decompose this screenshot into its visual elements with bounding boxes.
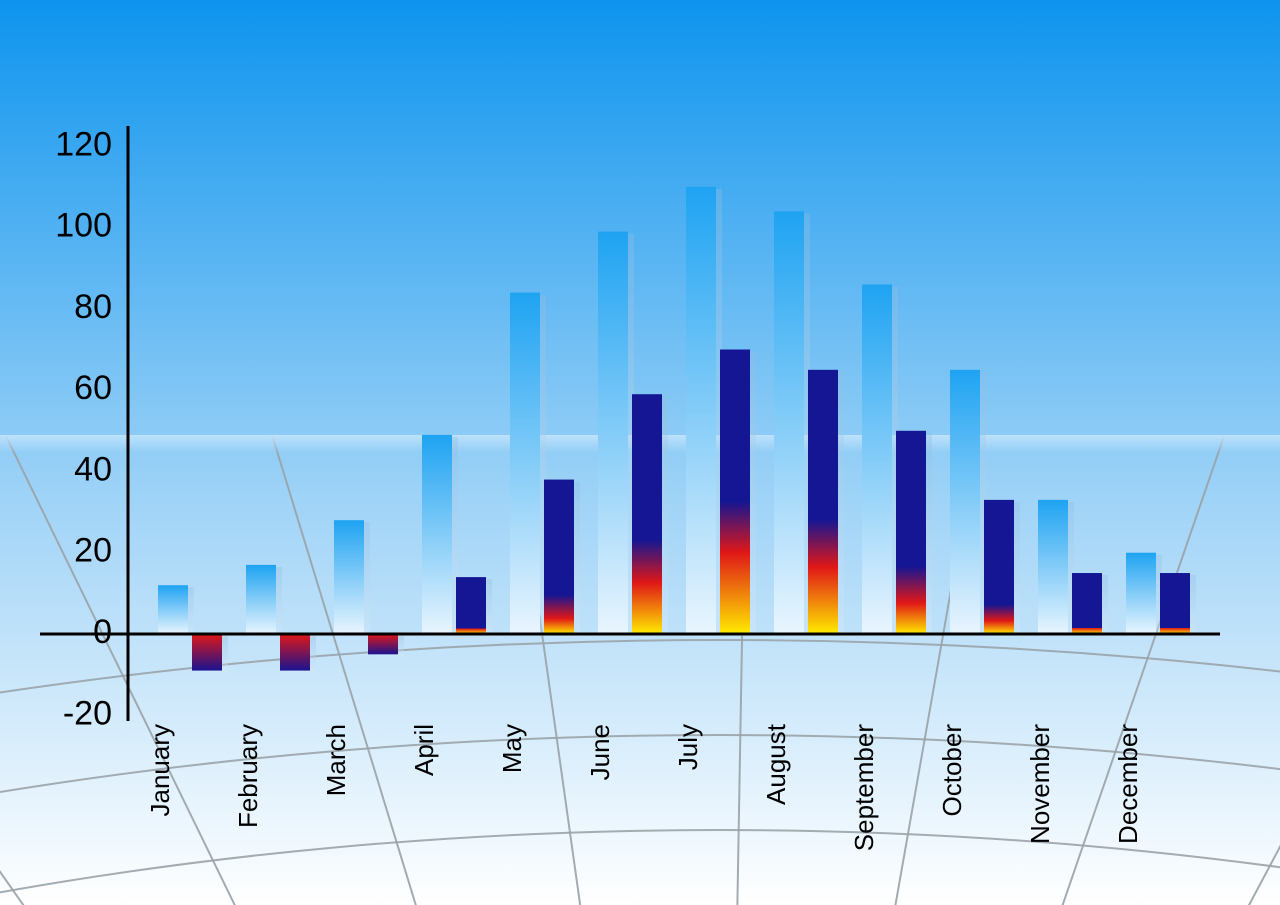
bar-series-b [192, 634, 222, 671]
y-tick-label: 120 [55, 125, 112, 163]
chart-svg: -20 0 20 40 60 80 100 120 January February March A… [0, 0, 1280, 905]
y-tick-label: -20 [63, 694, 112, 732]
y-tick-label: 40 [74, 450, 112, 488]
chart-container: -20 0 20 40 60 80 100 120 January February March A… [0, 0, 1280, 905]
bar-series-a [334, 520, 364, 634]
bar-series-b [632, 394, 662, 634]
bar-series-a [1126, 553, 1156, 634]
x-tick-label: July [673, 724, 703, 770]
bar-series-b [456, 577, 486, 634]
y-tick-label: 20 [74, 532, 112, 570]
bar-series-a [598, 232, 628, 634]
bar-series-a [950, 370, 980, 634]
x-tick-label: October [937, 724, 967, 817]
bar-series-b [984, 500, 1014, 634]
bar-series-b [720, 350, 750, 635]
x-tick-label: March [321, 724, 351, 796]
bar-series-a [862, 284, 892, 634]
bar-series-a [510, 293, 540, 634]
bar-series-a [158, 585, 188, 634]
bar-series-b [280, 634, 310, 671]
bar-series-a [774, 211, 804, 634]
bar-series-a [686, 187, 716, 634]
bar-series-b [1160, 573, 1190, 634]
x-tick-label: September [849, 724, 879, 852]
bar-series-b [544, 480, 574, 634]
x-tick-label: December [1113, 724, 1143, 844]
x-tick-label: February [233, 724, 263, 828]
bar-series-b [1072, 573, 1102, 634]
bar-series-b [896, 431, 926, 634]
x-tick-label: June [585, 724, 615, 780]
bar-series-a [246, 565, 276, 634]
x-tick-label: August [761, 723, 791, 805]
x-tick-label: November [1025, 724, 1055, 844]
bar-series-a [422, 435, 452, 634]
y-tick-label: 60 [74, 369, 112, 407]
bar-series-a [1038, 500, 1068, 634]
x-tick-label: April [409, 724, 439, 776]
y-tick-label: 0 [93, 613, 112, 651]
y-tick-label: 100 [55, 207, 112, 245]
y-tick-label: 80 [74, 288, 112, 326]
x-tick-label: May [497, 724, 527, 773]
x-tick-label: January [145, 724, 175, 817]
bar-series-b [368, 634, 398, 654]
bar-series-b [808, 370, 838, 634]
